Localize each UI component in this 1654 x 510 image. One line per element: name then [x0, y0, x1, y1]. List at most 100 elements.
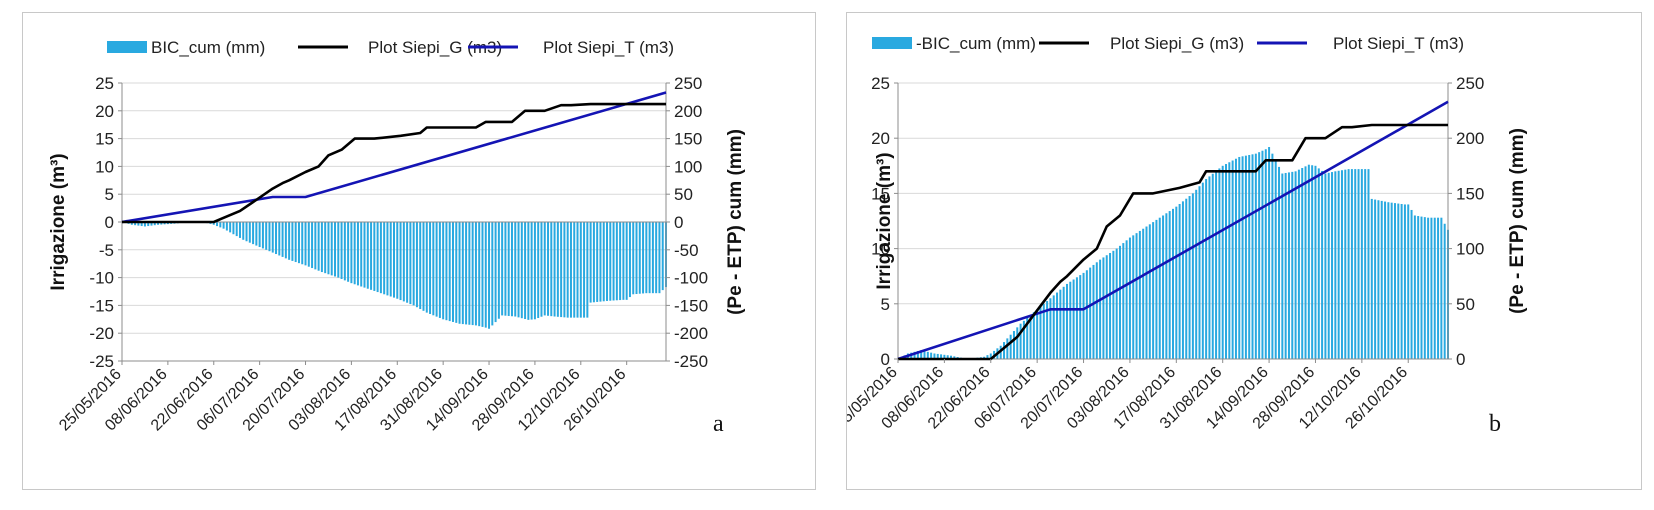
chart-b-bar — [1032, 312, 1035, 359]
chart-b-bar — [1321, 170, 1324, 359]
chart-a-bar — [409, 222, 412, 305]
chart-b-bar — [1162, 215, 1165, 359]
chart-b-bar — [1128, 237, 1131, 359]
chart-a-bar — [625, 222, 628, 300]
chart-a-right-tick-label: -50 — [674, 241, 699, 260]
chart-a-bar — [143, 222, 146, 227]
chart-a-bar — [576, 222, 579, 318]
chart-b-bar — [1125, 240, 1128, 359]
chart-a-bar — [556, 222, 559, 317]
chart-b-bar — [1052, 295, 1055, 359]
chart-a-bar — [307, 222, 310, 267]
chart-a-bar — [510, 222, 513, 317]
chart-a-left-tick-label: 0 — [105, 213, 114, 232]
chart-a-bar — [265, 222, 268, 250]
chart-b-bar — [1022, 320, 1025, 359]
chart-a-bar — [599, 222, 602, 302]
chart-b-bar — [1413, 215, 1416, 359]
chart-a-right-tick-label: 100 — [674, 157, 702, 176]
chart-b-bar — [1225, 164, 1228, 359]
chart-a-bar — [442, 222, 445, 320]
chart-a-bar — [376, 222, 379, 293]
chart-b-bar — [1268, 147, 1271, 359]
chart-a-bar — [278, 222, 281, 256]
chart-a-bar — [494, 222, 497, 323]
chart-a-bar — [481, 222, 484, 327]
chart-b-bar — [1284, 172, 1287, 359]
chart-b-bar — [1410, 209, 1413, 359]
chart-a-bar — [415, 222, 418, 308]
chart-b-bar — [1132, 235, 1135, 359]
chart-a-bar — [340, 222, 343, 279]
chart-b-bar — [1393, 203, 1396, 359]
chart-b-bar — [1172, 208, 1174, 359]
chart-b-bar — [1072, 279, 1075, 359]
chart-a-bar — [216, 222, 219, 227]
chart-a-bar — [569, 222, 572, 318]
chart-a-bar — [337, 222, 340, 278]
chart-a-bar — [347, 222, 350, 282]
chart-a-bar — [222, 222, 225, 229]
chart-b-bar — [1294, 171, 1297, 359]
chart-b-bar — [1311, 165, 1314, 359]
chart-b-bar — [1208, 176, 1211, 359]
chart-a-ylabel-right: (Pe - ETP) cum (mm) — [725, 129, 746, 315]
chart-b-bar — [1347, 169, 1350, 359]
chart-a-bar — [514, 222, 517, 317]
chart-b-bar — [1158, 217, 1161, 359]
chart-a-bar — [130, 222, 133, 225]
chart-a-right-tick-label: 250 — [674, 74, 702, 93]
chart-b-bar — [940, 354, 943, 359]
chart-a-left-tick-label: -5 — [99, 241, 114, 260]
chart-a-bar — [537, 222, 540, 319]
chart-b-bar — [1248, 154, 1251, 359]
chart-a-bar — [242, 222, 245, 240]
chart-a-bar — [294, 222, 297, 263]
chart-a-bar — [540, 222, 543, 317]
chart-a-bar — [402, 222, 405, 302]
chart-b-bar — [1085, 270, 1088, 359]
chart-a-bar — [527, 222, 530, 320]
chart-b-bar — [950, 355, 953, 359]
chart-a-bar — [592, 222, 595, 303]
chart-a-bar — [458, 222, 461, 324]
chart-b-bar — [1304, 166, 1307, 359]
chart-b-bar — [913, 351, 916, 359]
chart-a-left-tick-label: 20 — [95, 102, 114, 121]
chart-b-bar — [1244, 155, 1247, 359]
chart-b-bar — [1082, 272, 1085, 359]
chart-a-bar — [252, 222, 255, 245]
chart-b-bar — [1195, 189, 1198, 359]
chart-a-bar — [284, 222, 287, 259]
chart-a-bar — [412, 222, 415, 306]
chart-a-bar — [396, 222, 399, 299]
chart-b-bar — [1109, 253, 1112, 359]
chart-b-bar — [946, 355, 949, 359]
chart-a-bar — [363, 222, 366, 288]
chart-b-bar — [1430, 217, 1433, 359]
chart-a-panel-label: a — [713, 411, 724, 437]
chart-a-bar — [275, 222, 278, 255]
chart-b-bar — [1231, 160, 1234, 359]
chart-a-bar — [301, 222, 304, 265]
chart-a-bar — [547, 222, 550, 316]
chart-a-bar — [484, 222, 487, 328]
chart-b-bar — [1331, 172, 1334, 359]
chart-a-line-siepi-g — [122, 102, 666, 224]
chart-b-bar — [1069, 281, 1072, 359]
chart-a-bar — [465, 222, 468, 325]
chart-b-bar — [1075, 277, 1078, 359]
chart-a-bar — [651, 222, 654, 294]
chart-a-bar — [235, 222, 238, 237]
chart-a-bar — [229, 222, 232, 233]
chart-b-bar — [986, 355, 989, 359]
chart-a-bar — [137, 222, 140, 226]
chart-a-bar — [615, 222, 618, 301]
chart-a-bar — [212, 222, 215, 225]
chart-b-bar — [1079, 275, 1082, 359]
chart-a-bar — [383, 222, 386, 295]
chart-a-bar — [432, 222, 435, 316]
chart-a-bar — [524, 222, 527, 320]
chart-a-left-tick-label: -15 — [89, 296, 114, 315]
chart-a-legend-label-t: Plot Siepi_T (m3) — [543, 38, 674, 57]
